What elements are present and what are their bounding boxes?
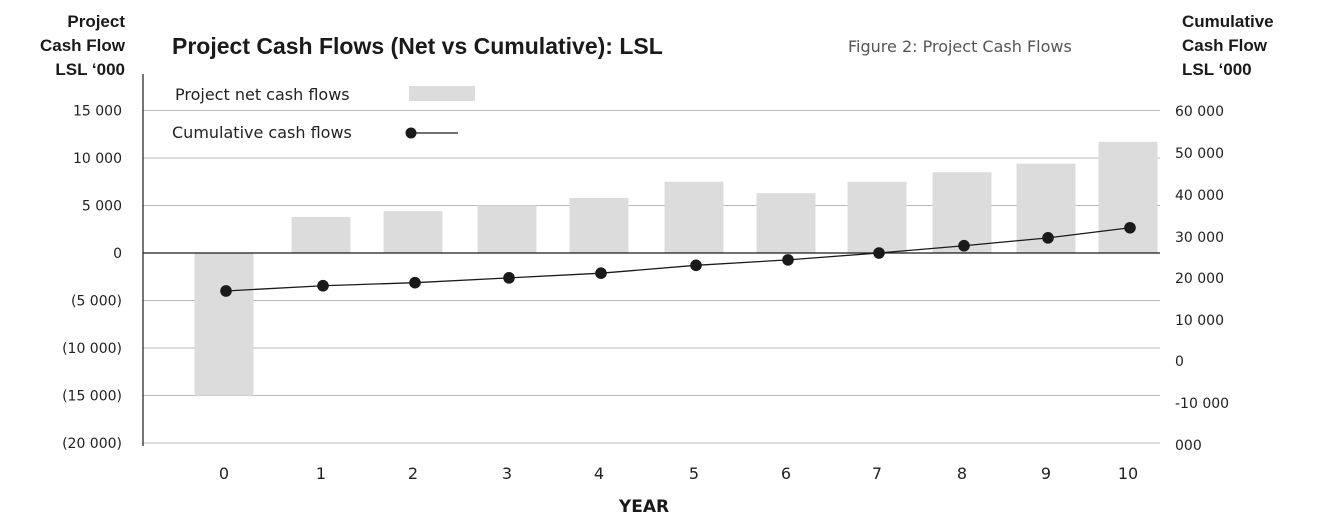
bar — [194, 253, 254, 396]
legend: Project net cash flows Cumulative cash f… — [172, 85, 475, 142]
cumulative-point — [782, 254, 794, 266]
legend-bars-label: Project net cash flows — [175, 85, 350, 104]
cumulative-point — [595, 267, 607, 280]
right-axis-title-line-3: LSL ‘000 — [1182, 60, 1252, 79]
right-axis-title-line-1: Cumulative — [1182, 12, 1274, 31]
right-tick-label: 30 000 — [1175, 230, 1224, 246]
cumulative-point — [873, 247, 885, 259]
left-tick-label: 15 000 — [73, 104, 122, 120]
left-tick-label: 5 000 — [82, 199, 122, 215]
cumulative-point — [1042, 232, 1054, 244]
right-axis-title-line-2: Cash Flow — [1182, 36, 1268, 55]
x-tick-label: 0 — [219, 464, 229, 483]
bar — [291, 216, 351, 253]
left-tick-label: 10 000 — [73, 151, 122, 167]
x-tick-label: 4 — [594, 464, 604, 483]
cumulative-point — [690, 259, 702, 272]
gridlines — [143, 110, 1160, 444]
x-tick-label: 3 — [502, 464, 512, 483]
chart-title: Project Cash Flows (Net vs Cumulative): … — [172, 33, 663, 59]
cumulative-line — [220, 221, 1136, 297]
right-tick-label: 000 — [1175, 438, 1202, 454]
left-tick-label: (10 000) — [62, 341, 122, 357]
x-tick-label: 9 — [1041, 464, 1051, 483]
left-axis-title-line-2: Cash Flow — [40, 36, 126, 55]
right-tick-label: 60 000 — [1175, 104, 1224, 120]
left-tick-label: (5 000) — [71, 294, 122, 310]
x-tick-label: 10 — [1118, 464, 1138, 483]
bar — [569, 197, 629, 253]
left-tick-label: 0 — [113, 246, 122, 262]
cumulative-point — [958, 239, 970, 252]
figure-label: Figure 2: Project Cash Flows — [848, 37, 1072, 56]
bar — [383, 211, 443, 253]
cumulative-point — [503, 272, 515, 284]
bar — [477, 205, 537, 253]
bar — [847, 181, 907, 253]
axes — [142, 74, 1160, 446]
bar — [756, 193, 816, 253]
left-axis-title-line-1: Project — [67, 12, 125, 31]
bar — [932, 172, 992, 253]
cumulative-point — [409, 276, 421, 289]
right-tick-label: 0 — [1175, 354, 1184, 370]
legend-bar-swatch — [409, 86, 475, 101]
x-axis-label: YEAR — [618, 497, 669, 516]
left-tick-label: (20 000) — [62, 436, 122, 452]
x-tick-label: 1 — [316, 464, 326, 483]
net-cash-flow-bars — [194, 141, 1158, 396]
x-tick-label: 2 — [408, 464, 418, 483]
legend-line-label: Cumulative cash flows — [172, 123, 352, 142]
right-tick-label: 40 000 — [1175, 188, 1224, 204]
legend-line-marker — [405, 127, 417, 139]
cumulative-point — [220, 285, 232, 297]
right-tick-label: 10 000 — [1175, 313, 1224, 329]
bar — [1098, 141, 1158, 253]
right-tick-label: 50 000 — [1175, 146, 1224, 162]
left-tick-label: (15 000) — [62, 389, 122, 405]
left-axis-title-line-3: LSL ‘000 — [55, 60, 125, 79]
x-tick-label: 6 — [781, 464, 791, 483]
x-tick-label: 7 — [872, 464, 882, 483]
x-tick-label: 8 — [957, 464, 967, 483]
cumulative-point — [1124, 221, 1136, 234]
bar — [664, 181, 724, 253]
x-tick-label: 5 — [689, 464, 699, 483]
right-tick-label: 20 000 — [1175, 271, 1224, 287]
cumulative-point — [317, 279, 329, 292]
right-tick-label: -10 000 — [1175, 396, 1229, 412]
